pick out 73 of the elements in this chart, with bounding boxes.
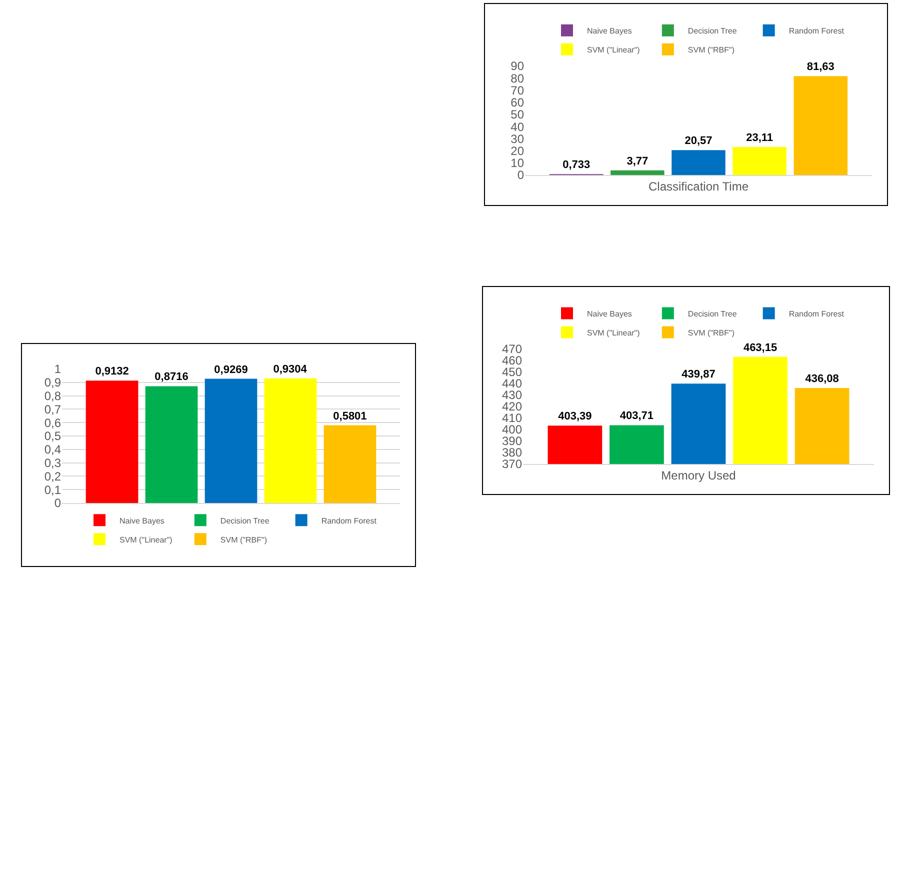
y-tick-label: 0,8 bbox=[44, 389, 62, 403]
data-label: 463,15 bbox=[743, 342, 778, 354]
y-tick-label: 420 bbox=[502, 400, 522, 414]
bar bbox=[732, 147, 786, 175]
legend-label: Random Forest bbox=[788, 26, 845, 36]
data-label: 403,71 bbox=[620, 410, 654, 422]
x-tick-label: Classification Time bbox=[648, 179, 749, 194]
legend-label: SVM ("RBF") bbox=[688, 328, 735, 338]
y-tick-label: 450 bbox=[502, 365, 522, 380]
y-tick-label: 370 bbox=[502, 457, 522, 472]
y-tick-label: 0,7 bbox=[44, 402, 62, 416]
bar bbox=[204, 378, 258, 503]
bar bbox=[610, 170, 664, 175]
y-tick-label: 0,6 bbox=[44, 416, 62, 430]
data-label: 436,08 bbox=[805, 373, 839, 386]
data-label: 439,87 bbox=[682, 368, 716, 381]
y-tick-label: 50 bbox=[510, 108, 524, 122]
legend-label: SVM ("RBF") bbox=[220, 535, 268, 544]
y-tick-label: 90 bbox=[510, 59, 524, 74]
legend-label: SVM ("RBF") bbox=[688, 45, 735, 54]
data-label: 81,63 bbox=[806, 61, 834, 74]
data-label: 403,39 bbox=[558, 410, 592, 423]
y-tick-label: 20 bbox=[510, 144, 524, 158]
y-tick-label: 1 bbox=[54, 362, 62, 376]
y-tick-label: 0,9 bbox=[44, 376, 62, 390]
y-tick-label: 400 bbox=[502, 422, 522, 437]
y-tick-label: 390 bbox=[502, 434, 522, 448]
y-tick-label: 60 bbox=[510, 96, 524, 110]
legend-label: Decision Tree bbox=[688, 309, 738, 318]
legend-label: Decision Tree bbox=[220, 516, 270, 526]
bar bbox=[324, 425, 376, 503]
bar bbox=[794, 76, 848, 175]
y-tick-label: 10 bbox=[510, 156, 524, 170]
y-tick-label: 380 bbox=[502, 446, 522, 460]
y-tick-label: 0,5 bbox=[44, 429, 62, 444]
legend-label: Random Forest bbox=[321, 516, 378, 526]
y-tick-label: 0,2 bbox=[44, 469, 62, 484]
y-tick-label: 0 bbox=[517, 168, 524, 182]
data-label: 20,57 bbox=[684, 135, 712, 148]
data-label: 0,9269 bbox=[214, 364, 248, 376]
y-tick-label: 30 bbox=[510, 132, 524, 146]
data-label: 0,9132 bbox=[95, 366, 129, 378]
bar bbox=[145, 386, 198, 503]
legend-label: SVM ("Linear") bbox=[120, 535, 173, 544]
data-label: 0,9304 bbox=[273, 363, 308, 376]
y-tick-label: 40 bbox=[510, 120, 524, 134]
y-tick-label: 0,1 bbox=[44, 482, 62, 497]
y-tick-label: 80 bbox=[510, 71, 524, 86]
y-tick-label: 440 bbox=[502, 376, 522, 391]
y-tick-label: 470 bbox=[502, 342, 522, 356]
y-tick-label: 410 bbox=[502, 411, 522, 426]
legend-label: SVM ("Linear") bbox=[587, 45, 640, 54]
legend-label: Naive Bayes bbox=[587, 26, 632, 36]
bar bbox=[86, 380, 138, 503]
bar bbox=[264, 378, 317, 503]
y-tick-label: 430 bbox=[502, 388, 522, 402]
data-label: 0,733 bbox=[562, 159, 590, 172]
legend-label: SVM ("Linear") bbox=[587, 328, 640, 338]
y-tick-label: 0,3 bbox=[44, 456, 62, 470]
data-label: 3,77 bbox=[626, 155, 648, 168]
legend-label: Random Forest bbox=[788, 309, 845, 318]
y-tick-label: 0 bbox=[54, 496, 62, 510]
bar bbox=[672, 150, 726, 175]
legend-label: Naive Bayes bbox=[120, 516, 164, 526]
y-tick-label: 460 bbox=[502, 354, 522, 368]
data-label: 0,5801 bbox=[333, 410, 367, 422]
legend-label: Naive Bayes bbox=[587, 309, 632, 318]
data-label: 23,11 bbox=[746, 132, 774, 144]
y-tick-label: 70 bbox=[510, 83, 524, 98]
x-tick-label: Memory Used bbox=[661, 468, 736, 482]
y-tick-label: 0,4 bbox=[44, 442, 62, 457]
legend-label: Decision Tree bbox=[688, 26, 738, 36]
data-label: 0,8716 bbox=[154, 371, 188, 384]
